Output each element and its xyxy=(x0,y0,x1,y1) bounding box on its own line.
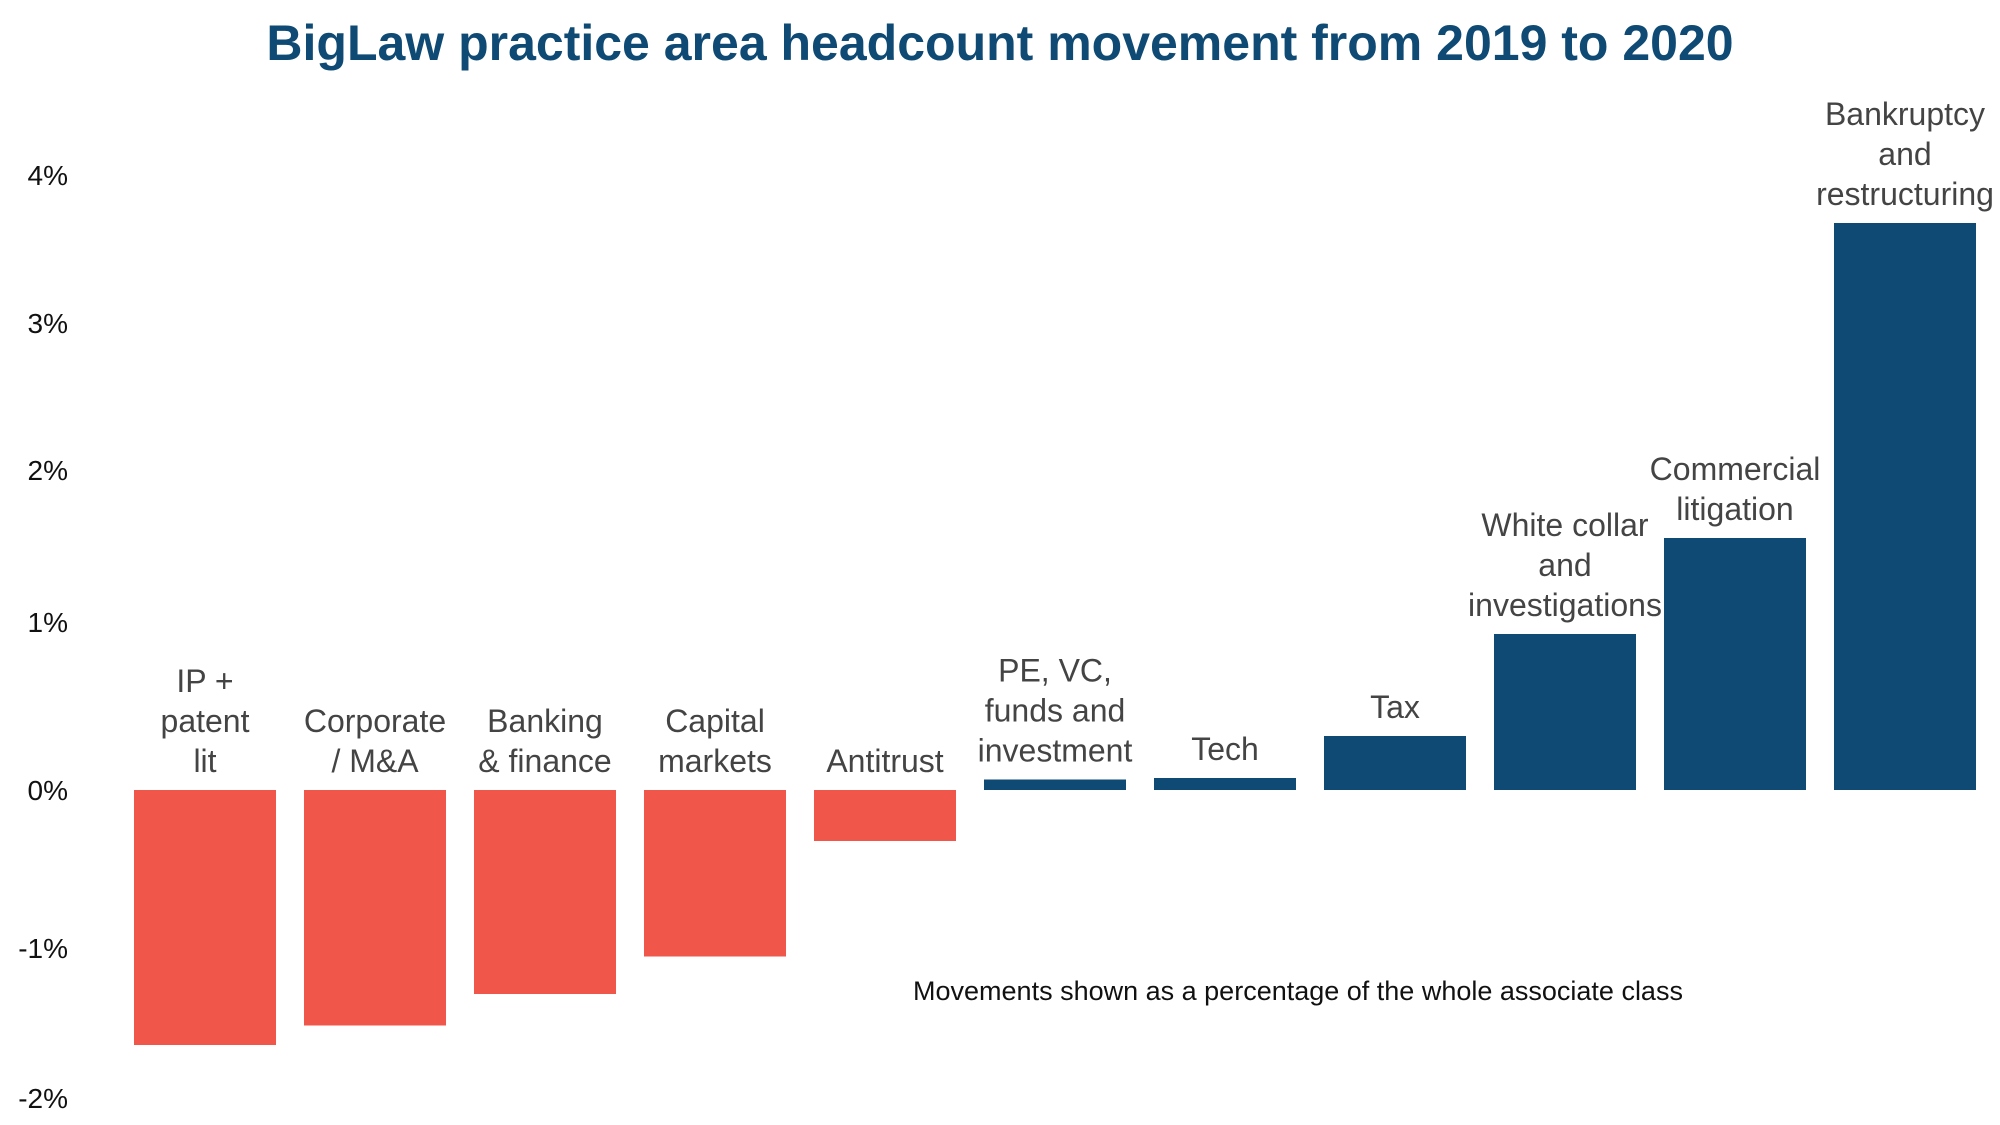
category-label: PE, VC, funds and investment xyxy=(978,653,1133,769)
category-label: Capital markets xyxy=(658,703,772,779)
bar xyxy=(814,790,956,841)
y-tick-label: -1% xyxy=(18,933,68,964)
bar xyxy=(304,790,446,1026)
bar xyxy=(1664,538,1806,790)
category-label-line: White collar xyxy=(1481,507,1649,543)
chart-annotation: Movements shown as a percentage of the w… xyxy=(913,976,1683,1006)
category-label-line: litigation xyxy=(1676,491,1793,527)
category-label: Banking & finance xyxy=(478,703,611,779)
y-tick-label: 2% xyxy=(28,455,68,486)
category-label-line: / M&A xyxy=(331,743,419,779)
category-label-line: IP + xyxy=(176,663,233,699)
category-label-line: and xyxy=(1878,136,1931,172)
y-tick-label: 3% xyxy=(28,308,68,339)
category-label: White collar and investigations xyxy=(1468,507,1662,623)
y-tick-label: -2% xyxy=(18,1083,68,1114)
category-label-line: patent xyxy=(161,703,250,739)
category-label-line: lit xyxy=(193,743,216,779)
bar xyxy=(1154,778,1296,790)
category-label-line: Tech xyxy=(1191,731,1259,767)
chart-title: BigLaw practice area headcount movement … xyxy=(266,15,1734,71)
y-tick-label: 1% xyxy=(28,607,68,638)
category-label-line: Corporate xyxy=(304,703,446,739)
category-label: Commercial litigation xyxy=(1650,451,1821,527)
category-label-line: investigations xyxy=(1468,587,1662,623)
category-label-line: Commercial xyxy=(1650,451,1821,487)
category-label: IP + patent lit xyxy=(161,663,250,779)
y-tick-label: 4% xyxy=(28,160,68,191)
category-label-line: Bankruptcy xyxy=(1825,96,1985,132)
category-label: Antitrust xyxy=(826,743,943,779)
category-label-line: Antitrust xyxy=(826,743,943,779)
category-label: Corporate / M&A xyxy=(304,703,446,779)
bar xyxy=(644,790,786,957)
category-label-line: funds and xyxy=(985,693,1126,729)
category-label-line: restructuring xyxy=(1816,176,1994,212)
bar xyxy=(1834,223,1976,790)
bar xyxy=(1324,736,1466,790)
category-label-line: Tax xyxy=(1370,689,1420,725)
bar xyxy=(1494,634,1636,790)
category-label-line: PE, VC, xyxy=(998,653,1112,689)
category-label-line: markets xyxy=(658,743,772,779)
category-label-line: Capital xyxy=(665,703,765,739)
category-label: Tech xyxy=(1191,731,1259,767)
category-label-line: Banking xyxy=(487,703,603,739)
y-tick-label: 0% xyxy=(28,775,68,806)
category-label-line: investment xyxy=(978,733,1133,769)
bar xyxy=(984,779,1126,790)
bar xyxy=(474,790,616,994)
category-label-line: and xyxy=(1538,547,1591,583)
category-label: Bankruptcy and restructuring xyxy=(1816,96,1994,212)
category-label: Tax xyxy=(1370,689,1420,725)
bar xyxy=(134,790,276,1045)
category-label-line: & finance xyxy=(478,743,611,779)
